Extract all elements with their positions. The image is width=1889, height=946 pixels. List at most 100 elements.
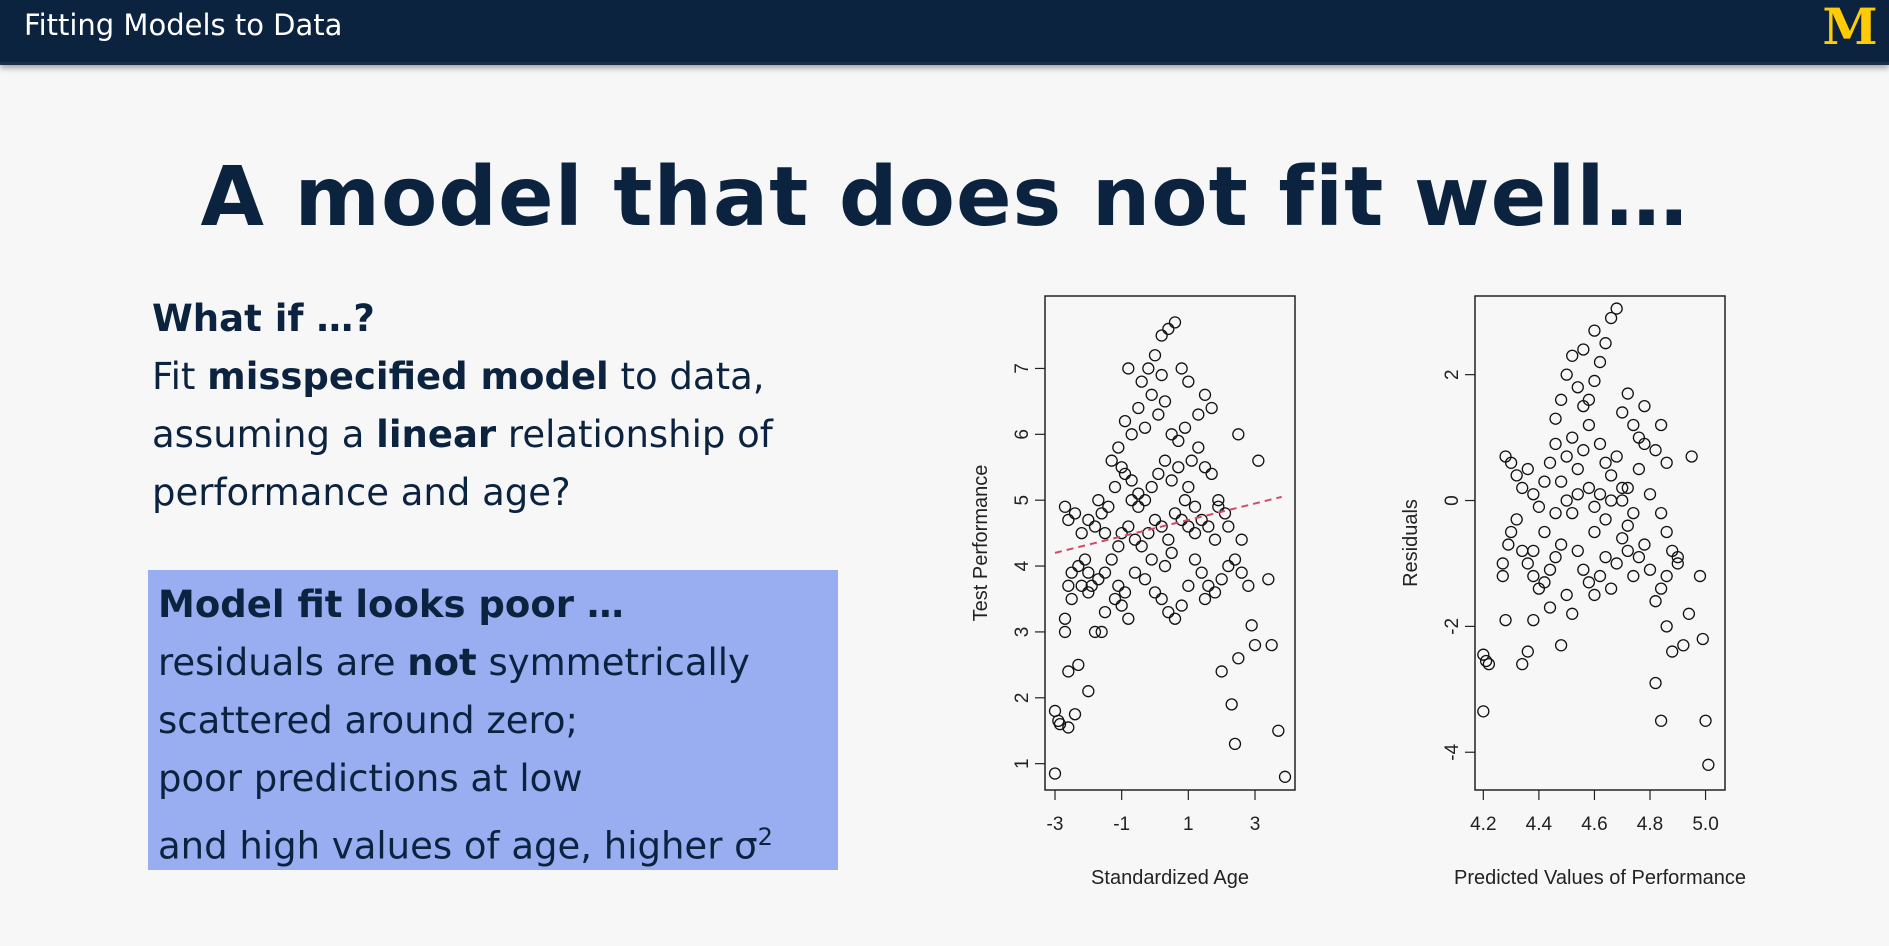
data-point <box>1172 434 1185 448</box>
data-point <box>1502 538 1515 551</box>
data-point <box>1638 538 1651 551</box>
data-point <box>1577 444 1590 457</box>
data-point <box>1142 362 1155 375</box>
data-point <box>1125 428 1138 441</box>
data-point <box>1148 586 1162 599</box>
data-point <box>1062 513 1075 527</box>
y-tick-label: 3 <box>1012 627 1033 638</box>
data-point <box>1588 525 1601 539</box>
data-point <box>1496 557 1509 570</box>
data-point <box>1178 494 1192 507</box>
data-point <box>1262 573 1275 586</box>
data-point <box>1122 520 1135 533</box>
data-point <box>1098 566 1112 579</box>
data-point <box>1654 582 1668 595</box>
data-point <box>1504 456 1518 469</box>
data-point <box>1135 375 1148 388</box>
data-point <box>1058 625 1072 639</box>
data-point <box>1265 638 1278 652</box>
callout-line-3: scattered around zero; <box>158 699 579 742</box>
data-point <box>1092 573 1105 586</box>
data-point <box>1178 421 1192 434</box>
data-point <box>1521 645 1534 658</box>
data-point <box>1068 708 1082 721</box>
y-tick-label: 4 <box>1012 560 1033 571</box>
y-tick-label: -4 <box>1442 743 1463 760</box>
data-point <box>1232 428 1245 441</box>
data-point <box>1496 569 1509 583</box>
data-point <box>1092 494 1105 507</box>
data-point <box>1660 456 1673 469</box>
data-point <box>1158 454 1172 467</box>
data-point <box>1571 381 1584 394</box>
data-point <box>1654 506 1668 520</box>
x-axis-label: Standardized Age <box>1091 867 1249 889</box>
data-point <box>1152 408 1165 421</box>
data-point <box>1198 461 1212 474</box>
data-point <box>1175 362 1188 375</box>
data-point <box>1135 540 1148 553</box>
data-point <box>1202 579 1215 592</box>
data-point <box>1627 569 1640 583</box>
y-tick-label: 0 <box>1442 495 1463 506</box>
data-point <box>1685 450 1698 463</box>
data-point <box>1088 520 1102 533</box>
data-point <box>1616 532 1629 545</box>
data-point <box>1112 540 1125 553</box>
data-point <box>1693 569 1707 583</box>
data-point <box>1082 685 1095 698</box>
university-logo: M <box>1819 0 1881 56</box>
data-point <box>1252 454 1265 467</box>
data-point <box>1599 337 1612 350</box>
data-point <box>1604 311 1618 325</box>
data-point <box>1108 592 1122 606</box>
header-title: Fitting Models to Data <box>24 8 343 42</box>
data-point <box>1593 355 1607 369</box>
x-tick-label: -3 <box>1047 814 1064 835</box>
data-point <box>1527 569 1540 583</box>
y-tick-label: 2 <box>1442 369 1463 380</box>
data-point <box>1599 551 1612 564</box>
data-point <box>1521 557 1534 570</box>
data-point <box>1082 566 1095 579</box>
data-point <box>1148 349 1162 362</box>
data-point <box>1185 454 1198 467</box>
scatter-plot-age: -3 -1 1 3 1 2 3 4 5 6 7 Standardized Age Test Perfor… <box>970 295 1296 889</box>
data-point <box>1145 480 1158 494</box>
data-point <box>1479 654 1493 668</box>
data-point <box>1538 525 1551 539</box>
x-tick-label: 4.8 <box>1637 814 1663 835</box>
data-point <box>1098 526 1112 540</box>
data-point <box>1521 462 1534 476</box>
data-point <box>1671 557 1684 570</box>
data-point <box>1215 665 1228 678</box>
y-tick-label: 6 <box>1012 429 1033 440</box>
data-point <box>1125 494 1138 507</box>
data-point <box>1278 770 1292 783</box>
data-point <box>1138 494 1152 507</box>
data-point <box>1168 612 1182 625</box>
data-point <box>1105 553 1118 566</box>
data-point <box>1666 645 1679 658</box>
data-point <box>1058 612 1072 625</box>
logo-letter: M <box>1822 2 1877 50</box>
data-point <box>1577 563 1590 576</box>
data-point <box>1582 481 1596 495</box>
data-point <box>1543 563 1557 576</box>
data-point <box>1098 606 1112 619</box>
data-point <box>1082 513 1095 527</box>
data-point <box>1699 714 1712 727</box>
data-point <box>1072 658 1085 672</box>
y-tick-label: 2 <box>1012 692 1033 703</box>
data-point <box>1696 632 1709 646</box>
data-point <box>1188 500 1202 513</box>
data-point <box>1649 444 1662 457</box>
data-point <box>1593 437 1607 451</box>
data-point <box>1660 620 1673 633</box>
data-point <box>1218 507 1232 520</box>
data-point <box>1549 506 1562 520</box>
data-point <box>1162 606 1175 619</box>
data-point <box>1118 467 1132 480</box>
plot-frame <box>1474 295 1726 791</box>
x-tick-label: 4.4 <box>1526 814 1553 835</box>
